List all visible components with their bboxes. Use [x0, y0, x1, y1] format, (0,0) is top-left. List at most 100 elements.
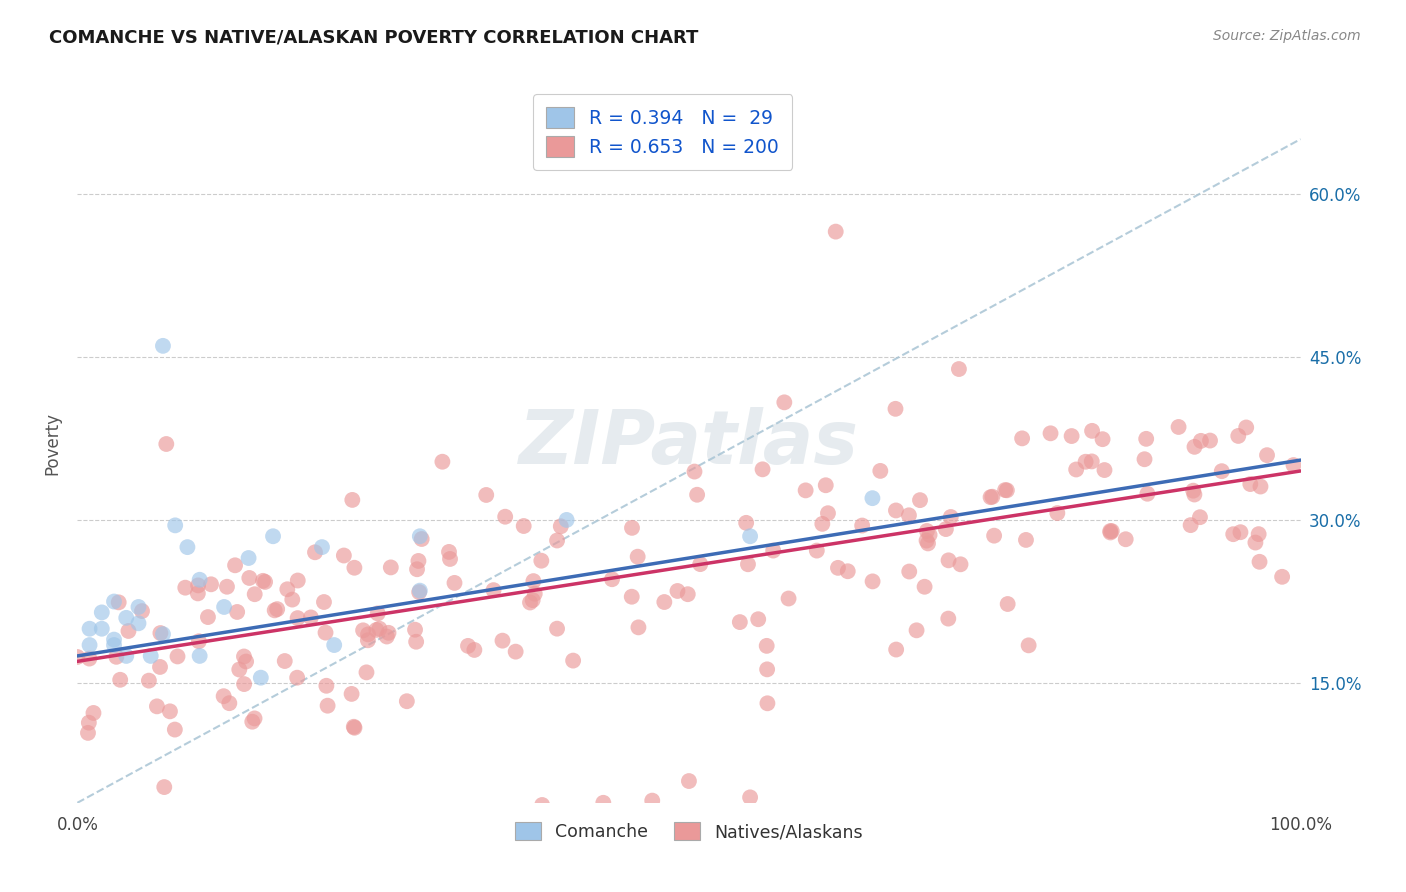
Point [276, 582, 298, 597]
Point [316, 698, 339, 713]
Point [315, 625, 337, 640]
Point [131, 604, 153, 618]
Point [620, 590, 643, 604]
Point [340, 687, 363, 701]
Point [408, 554, 430, 568]
Point [915, 533, 938, 548]
Point [948, 362, 970, 376]
Point [228, 663, 250, 677]
Point [494, 509, 516, 524]
Point [666, 584, 689, 599]
Point [252, 574, 274, 588]
Point [851, 518, 873, 533]
Point [323, 638, 346, 652]
Point [1081, 424, 1104, 438]
Point [817, 506, 839, 520]
Point [949, 558, 972, 572]
Point [240, 714, 263, 729]
Point [108, 673, 131, 687]
Point [1115, 533, 1137, 547]
Point [1099, 525, 1122, 540]
Point [233, 649, 256, 664]
Point [1234, 420, 1257, 434]
Point [243, 587, 266, 601]
Point [1081, 454, 1104, 468]
Point [678, 774, 700, 789]
Point [153, 780, 176, 794]
Point [343, 720, 366, 734]
Point [1222, 527, 1244, 541]
Point [627, 620, 650, 634]
Point [531, 797, 554, 812]
Point [443, 575, 465, 590]
Point [238, 551, 260, 566]
Point [1189, 434, 1212, 448]
Point [187, 634, 209, 648]
Point [1211, 464, 1233, 478]
Point [166, 649, 188, 664]
Point [315, 679, 337, 693]
Point [755, 639, 778, 653]
Point [103, 632, 125, 647]
Point [936, 612, 959, 626]
Point [155, 437, 177, 451]
Point [163, 723, 186, 737]
Point [491, 633, 513, 648]
Point [127, 616, 149, 631]
Point [149, 660, 172, 674]
Point [1271, 570, 1294, 584]
Point [176, 540, 198, 554]
Point [1064, 462, 1087, 476]
Point [1184, 440, 1206, 454]
Point [546, 533, 568, 548]
Point [343, 560, 366, 574]
Point [869, 464, 891, 478]
Point [592, 796, 614, 810]
Point [1229, 525, 1251, 540]
Point [530, 554, 553, 568]
Y-axis label: Poverty: Poverty [44, 412, 62, 475]
Point [751, 462, 773, 476]
Point [740, 529, 762, 543]
Point [862, 574, 884, 589]
Point [884, 401, 907, 416]
Point [149, 626, 172, 640]
Text: Source: ZipAtlas.com: Source: ZipAtlas.com [1213, 29, 1361, 43]
Point [188, 573, 211, 587]
Point [908, 493, 931, 508]
Point [1199, 434, 1222, 448]
Point [756, 662, 779, 676]
Point [285, 671, 308, 685]
Point [439, 552, 461, 566]
Point [652, 595, 675, 609]
Point [79, 638, 101, 652]
Point [139, 648, 162, 663]
Point [1239, 477, 1261, 491]
Point [756, 696, 779, 710]
Point [395, 694, 418, 708]
Point [995, 483, 1018, 498]
Point [641, 794, 664, 808]
Point [1188, 510, 1211, 524]
Point [174, 581, 197, 595]
Point [432, 455, 454, 469]
Point [1133, 452, 1156, 467]
Point [187, 586, 209, 600]
Point [233, 677, 256, 691]
Point [138, 673, 160, 688]
Point [250, 671, 273, 685]
Point [457, 639, 479, 653]
Point [287, 611, 309, 625]
Point [409, 583, 432, 598]
Point [152, 339, 174, 353]
Point [735, 516, 758, 530]
Point [740, 790, 762, 805]
Point [103, 594, 125, 608]
Point [884, 503, 907, 517]
Point [1094, 463, 1116, 477]
Point [1282, 458, 1305, 472]
Point [997, 597, 1019, 611]
Point [773, 395, 796, 409]
Point [107, 595, 129, 609]
Point [1015, 533, 1038, 547]
